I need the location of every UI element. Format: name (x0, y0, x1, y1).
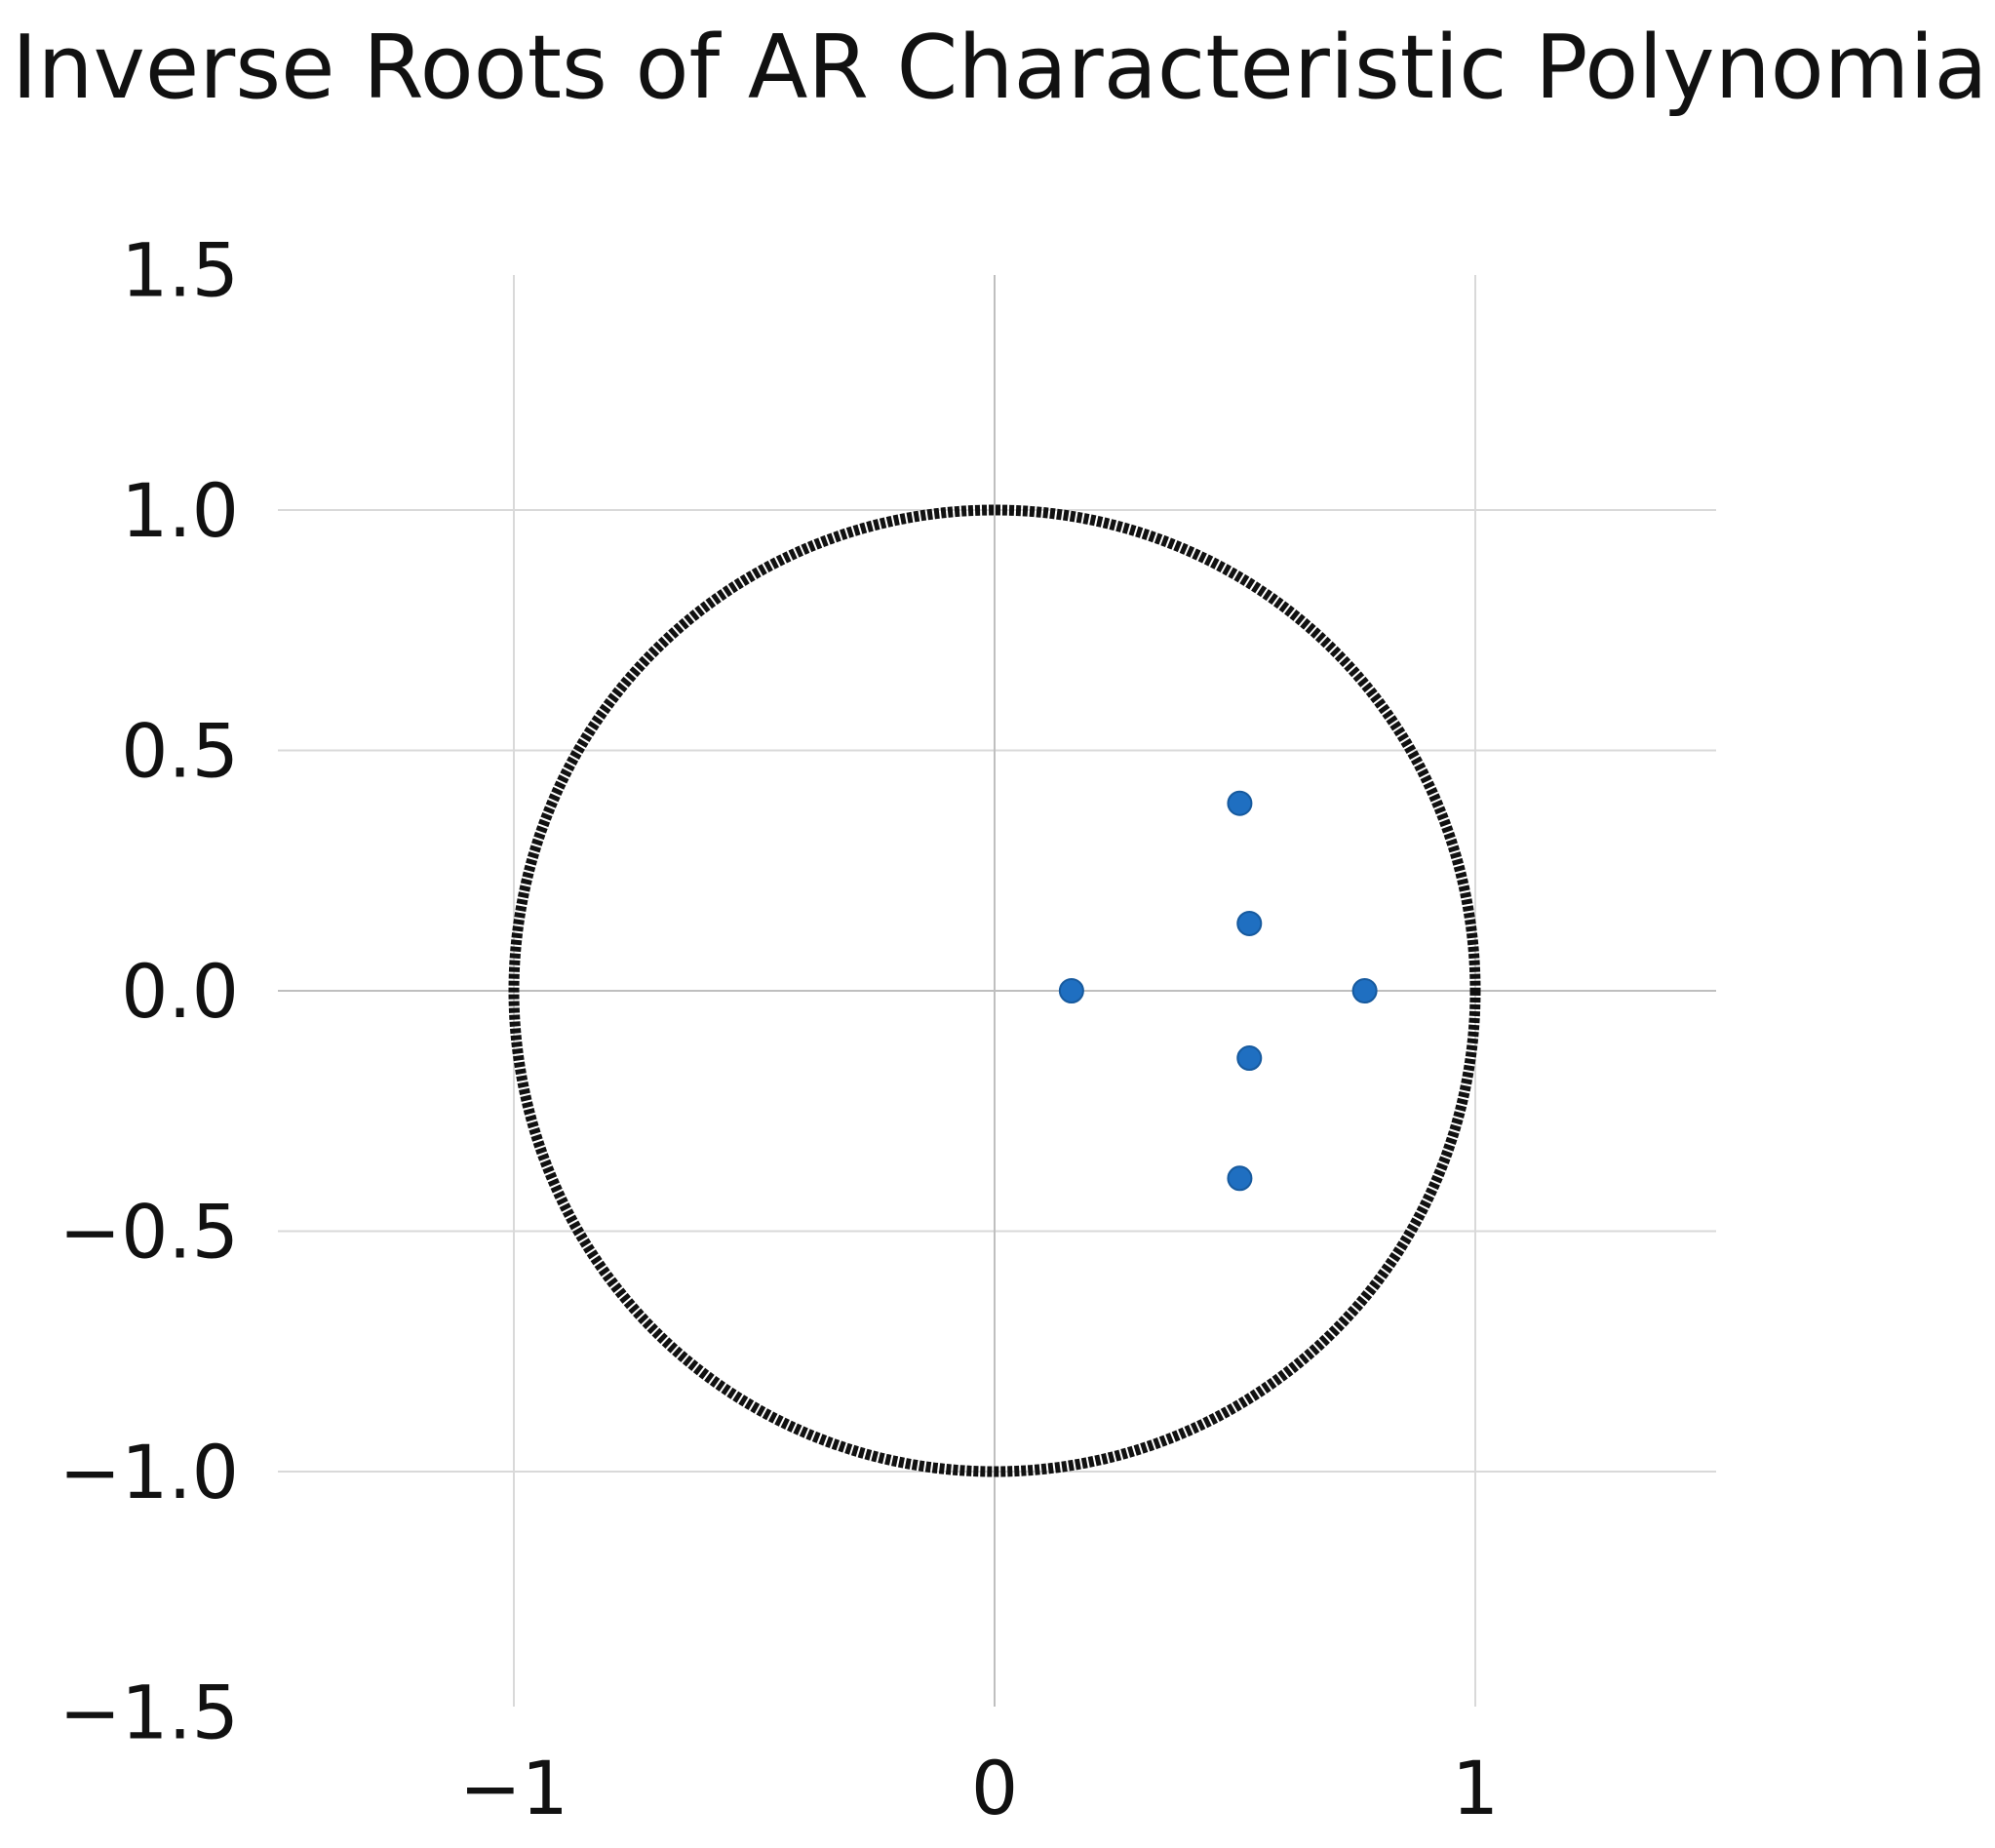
y-tick-labels: 1.5 1.0 0.5 0.0 −0.5 −1.0 −1.5 (59, 227, 239, 1756)
x-tick-label: 1 (1452, 1745, 1499, 1831)
y-tick-label: −1.5 (59, 1670, 239, 1756)
scatter-point (1227, 790, 1253, 816)
y-tick-label: 0.0 (121, 948, 239, 1035)
scatter-point (1236, 910, 1263, 936)
x-tick-label: −1 (459, 1745, 568, 1831)
x-tick-labels: −1 0 1 (459, 1745, 1499, 1831)
scatter-point (1058, 978, 1084, 1003)
unit-circle (508, 504, 1481, 1477)
y-tick-label: 1.0 (121, 467, 239, 554)
scatter-point (1227, 1165, 1253, 1192)
chart-title: Inverse Roots of AR Characteristic Polyn… (12, 17, 1995, 119)
y-tick-label: 0.5 (121, 708, 239, 795)
grid-lines (278, 275, 1716, 1707)
y-tick-label: −0.5 (59, 1189, 239, 1276)
unit-circle-group (508, 504, 1481, 1477)
x-tick-label: 0 (971, 1745, 1018, 1831)
y-tick-label: −1.0 (59, 1429, 239, 1515)
y-tick-label: 1.5 (121, 227, 239, 314)
scatter-points (1058, 790, 1378, 1192)
scatter-point (1351, 978, 1378, 1003)
scatter-point (1236, 1045, 1263, 1072)
